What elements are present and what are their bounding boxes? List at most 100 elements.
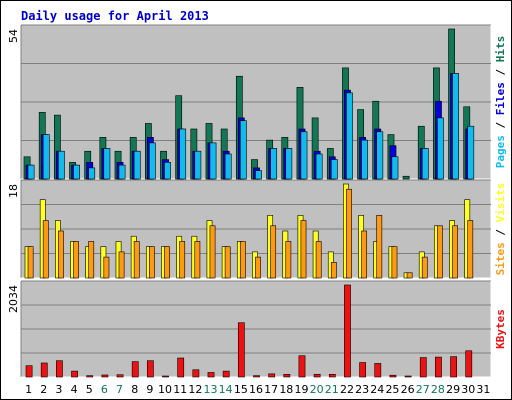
kbytes-bar bbox=[222, 370, 230, 378]
kbytes-bar bbox=[71, 370, 78, 378]
day-tick-label: 20 bbox=[310, 383, 324, 396]
kbytes-bar bbox=[344, 284, 351, 378]
sites-bar bbox=[179, 241, 186, 279]
sites-bar bbox=[88, 241, 95, 279]
sites-bar bbox=[391, 246, 398, 279]
legend-hits: Hits bbox=[494, 36, 507, 63]
pages-bar bbox=[300, 131, 308, 180]
kbytes-bar bbox=[374, 363, 382, 378]
kbytes-bar bbox=[435, 356, 442, 378]
sites-bar bbox=[239, 241, 246, 279]
pages-bar bbox=[209, 142, 217, 180]
pages-bar bbox=[437, 117, 444, 180]
kbytes-bar bbox=[450, 356, 457, 378]
pages-bar bbox=[73, 164, 80, 180]
legend-sites: Sites bbox=[494, 242, 507, 275]
day-tick-label: 9 bbox=[146, 383, 153, 396]
sites-bar bbox=[285, 241, 292, 279]
sites-bar bbox=[270, 225, 277, 279]
kbytes-bar bbox=[86, 375, 94, 378]
kbytes-bar bbox=[40, 362, 48, 378]
sites-bar bbox=[148, 246, 155, 279]
kbytes-bar bbox=[146, 360, 154, 378]
pages-bar bbox=[239, 120, 247, 180]
sites-bar bbox=[27, 246, 34, 279]
pages-bar bbox=[103, 148, 111, 180]
panel-1-legend: Pages / Files / Hits bbox=[494, 36, 507, 169]
day-tick-label: 28 bbox=[431, 383, 445, 396]
day-tick-label: 25 bbox=[385, 383, 399, 396]
sites-bar bbox=[452, 225, 458, 279]
kbytes-bar bbox=[162, 375, 169, 378]
day-tick-label: 3 bbox=[55, 383, 62, 396]
day-tick-label: 18 bbox=[279, 383, 293, 396]
sites-bar bbox=[361, 230, 368, 279]
pages-bar bbox=[194, 150, 202, 180]
day-tick-label: 10 bbox=[158, 383, 172, 396]
legend-separator: / bbox=[494, 115, 507, 135]
day-tick-label: 27 bbox=[416, 383, 430, 396]
panel-3-legend: KBytes bbox=[494, 309, 507, 349]
pages-bar bbox=[148, 142, 156, 180]
pages-bar bbox=[421, 148, 429, 180]
pages-bar bbox=[118, 164, 126, 180]
day-tick-label: 15 bbox=[234, 383, 248, 396]
pages-bar bbox=[315, 153, 323, 180]
legend-separator: / bbox=[494, 222, 507, 242]
day-tick-label: 31 bbox=[476, 383, 490, 396]
pages-bar bbox=[164, 162, 171, 180]
day-tick-label: 17 bbox=[264, 383, 278, 396]
sites-bar bbox=[209, 225, 216, 279]
sites-bar bbox=[315, 241, 322, 279]
pages-bar bbox=[467, 125, 475, 180]
pages-bar bbox=[133, 150, 141, 180]
sites-bar bbox=[103, 256, 110, 279]
pages-bar bbox=[270, 148, 278, 180]
kbytes-bar bbox=[237, 322, 245, 378]
panel-2-max-label: 18 bbox=[7, 184, 20, 198]
day-tick-label: 8 bbox=[131, 383, 138, 396]
day-tick-label: 5 bbox=[86, 383, 93, 396]
kbytes-bar bbox=[192, 369, 200, 378]
kbytes-bar bbox=[207, 372, 215, 378]
pages-bar bbox=[42, 134, 50, 180]
sites-bar bbox=[376, 215, 383, 279]
sites-bar bbox=[73, 241, 79, 279]
day-tick-label: 2 bbox=[40, 383, 47, 396]
sites-bar bbox=[224, 246, 231, 279]
sites-bar bbox=[346, 188, 352, 279]
sites-bar bbox=[437, 225, 443, 279]
pages-bar bbox=[330, 159, 338, 180]
kbytes-bar bbox=[116, 374, 124, 378]
sites-bar bbox=[330, 262, 337, 279]
kbytes-bar bbox=[389, 374, 397, 378]
chart-title: Daily usage for April 2013 bbox=[21, 9, 209, 23]
legend-visits: Visits bbox=[494, 183, 507, 223]
day-tick-label: 21 bbox=[325, 383, 339, 396]
kbytes-bar bbox=[298, 355, 306, 378]
day-tick-label: 13 bbox=[204, 383, 218, 396]
day-tick-label: 29 bbox=[446, 383, 460, 396]
panel-2-legend: Sites / Visits bbox=[494, 183, 507, 276]
kbytes-bar bbox=[253, 375, 260, 378]
sites-bar bbox=[406, 272, 413, 279]
pages-bar bbox=[27, 164, 35, 180]
legend-separator: / bbox=[494, 62, 507, 82]
pages-bar bbox=[452, 73, 459, 180]
sites-bar bbox=[42, 220, 49, 279]
sites-bar bbox=[255, 256, 261, 279]
sites-bar bbox=[164, 246, 170, 279]
day-tick-label: 1 bbox=[25, 383, 32, 396]
day-tick-label: 4 bbox=[71, 383, 78, 396]
panel-3-max-label: 2034 bbox=[7, 285, 20, 313]
sites-bar bbox=[118, 251, 125, 279]
sites-bar bbox=[467, 220, 474, 279]
kbytes-bar bbox=[101, 374, 109, 378]
sites-bar bbox=[300, 220, 307, 279]
day-tick-label: 12 bbox=[188, 383, 202, 396]
kbytes-bar bbox=[283, 373, 291, 378]
day-tick-label: 16 bbox=[249, 383, 263, 396]
legend-pages: Pages bbox=[494, 135, 507, 168]
